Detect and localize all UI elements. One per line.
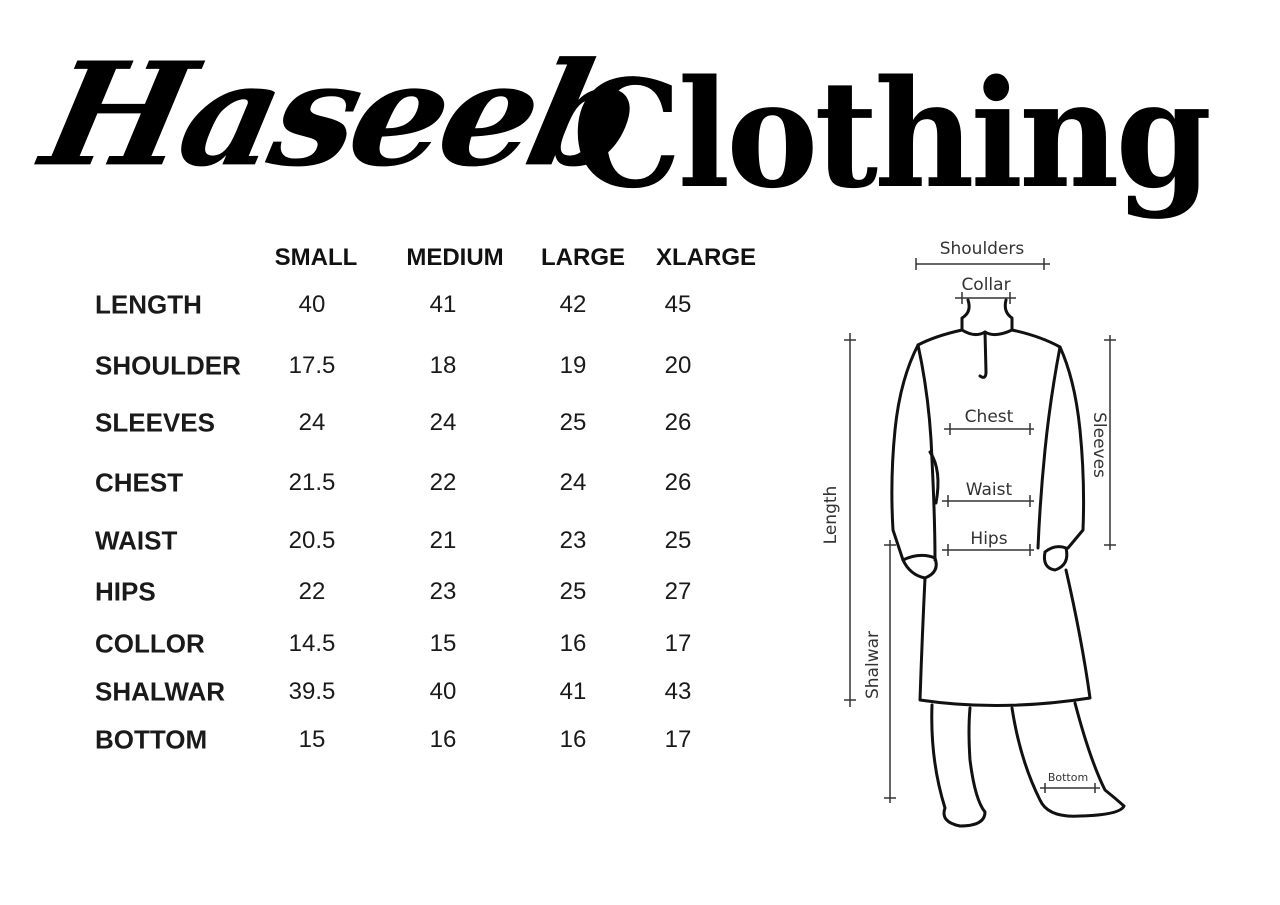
table-cell: 26: [664, 469, 692, 496]
label-hips: Hips: [970, 529, 1007, 549]
table-cell: 27: [664, 578, 692, 605]
table-cell: 17.5: [288, 352, 336, 379]
row-label: CHEST: [95, 467, 184, 498]
row-label: LENGTH: [95, 289, 202, 320]
table-cell: 25: [559, 578, 587, 605]
label-waist: Waist: [966, 480, 1013, 500]
table-cell: 23: [429, 578, 457, 605]
table-cell: 40: [298, 291, 326, 318]
table-cell: 18: [429, 352, 457, 379]
row-label: SHALWAR: [95, 676, 225, 707]
label-length: Length: [821, 486, 841, 545]
table-cell: 20.5: [288, 527, 336, 554]
table-cell: 24: [559, 469, 587, 496]
table-cell: 26: [664, 409, 692, 436]
column-header-large: LARGE: [541, 244, 625, 271]
table-cell: 22: [298, 578, 326, 605]
table-cell: 22: [429, 469, 457, 496]
row-label: WAIST: [95, 525, 178, 556]
label-sleeves: Sleeves: [1089, 412, 1109, 478]
table-cell: 16: [559, 630, 587, 657]
table-cell: 14.5: [288, 630, 336, 657]
column-header-medium: MEDIUM: [406, 244, 504, 271]
row-label: BOTTOM: [95, 724, 208, 755]
label-shoulders: Shoulders: [940, 239, 1025, 259]
table-cell: 15: [298, 726, 326, 753]
label-bottom: Bottom: [1048, 771, 1088, 784]
kurta-figure: [890, 298, 1126, 828]
table-cell: 21: [429, 527, 457, 554]
label-shalwar: Shalwar: [863, 631, 883, 699]
table-cell: 24: [429, 409, 457, 436]
table-cell: 17: [664, 630, 692, 657]
table-cell: 17: [664, 726, 692, 753]
table-cell: 25: [664, 527, 692, 554]
column-header-xlarge: XLARGE: [655, 244, 757, 271]
label-collar: Collar: [961, 275, 1010, 295]
table-cell: 42: [559, 291, 587, 318]
table-cell: 16: [559, 726, 587, 753]
row-label: HIPS: [95, 576, 156, 607]
table-cell: 21.5: [288, 469, 336, 496]
table-cell: 23: [559, 527, 587, 554]
row-label: SHOULDER: [95, 350, 241, 381]
table-cell: 43: [664, 678, 692, 705]
table-cell: 40: [429, 678, 457, 705]
table-cell: 15: [429, 630, 457, 657]
table-cell: 20: [664, 352, 692, 379]
table-cell: 25: [559, 409, 587, 436]
table-cell: 41: [559, 678, 587, 705]
table-cell: 24: [298, 409, 326, 436]
row-label: COLLOR: [95, 628, 205, 659]
row-label: SLEEVES: [95, 407, 215, 438]
table-cell: 19: [559, 352, 587, 379]
table-cell: 39.5: [288, 678, 336, 705]
table-cell: 16: [429, 726, 457, 753]
brand-logo-serif: Clothing: [572, 47, 1212, 221]
measurement-lines: [844, 258, 1116, 803]
table-cell: 41: [429, 291, 457, 318]
column-header-small: SMALL: [274, 244, 358, 271]
table-cell: 45: [664, 291, 692, 318]
label-chest: Chest: [965, 407, 1014, 427]
